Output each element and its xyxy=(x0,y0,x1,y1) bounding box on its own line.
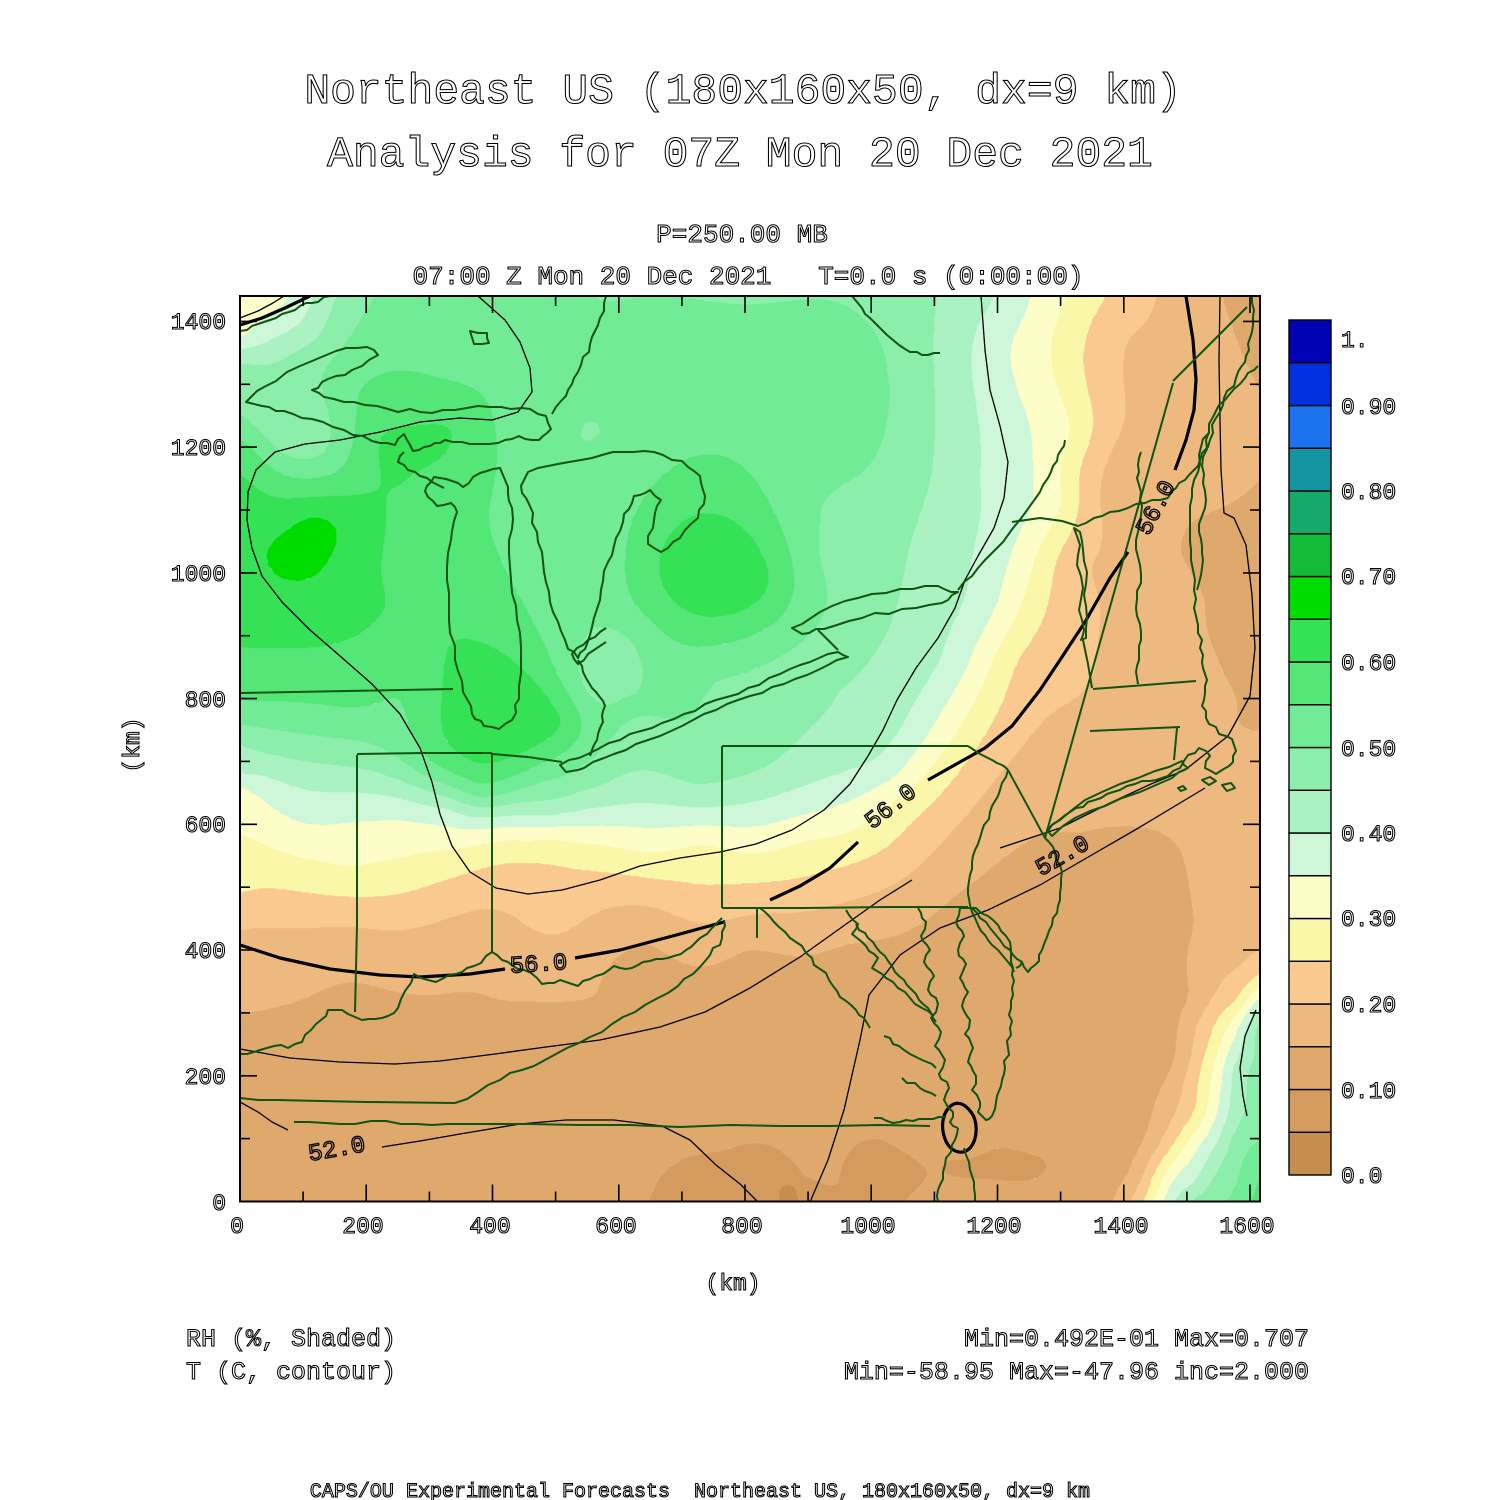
svg-text:1.: 1. xyxy=(1341,328,1369,354)
svg-text:Analysis for 07Z Mon 20 Dec 20: Analysis for 07Z Mon 20 Dec 2021 xyxy=(327,130,1153,179)
svg-text:0.30: 0.30 xyxy=(1341,907,1396,933)
svg-text:200: 200 xyxy=(342,1214,383,1240)
svg-text:(km): (km) xyxy=(120,717,146,772)
svg-text:Min=0.492E-01 Max=0.707: Min=0.492E-01 Max=0.707 xyxy=(964,1325,1309,1354)
svg-text:0.40: 0.40 xyxy=(1341,822,1396,848)
svg-text:600: 600 xyxy=(185,813,226,839)
svg-text:0.70: 0.70 xyxy=(1341,565,1396,591)
svg-text:07:00 Z Mon 20 Dec 2021 T=0.: 07:00 Z Mon 20 Dec 2021 T=0.0 s (0:00:00… xyxy=(413,262,1084,292)
svg-text:0.0: 0.0 xyxy=(1341,1164,1382,1190)
svg-text:0.60: 0.60 xyxy=(1341,651,1396,677)
svg-text:T (C, contour): T (C, contour) xyxy=(186,1358,396,1387)
svg-text:RH (%, Shaded): RH (%, Shaded) xyxy=(186,1325,396,1354)
svg-text:P=250.00 MB: P=250.00 MB xyxy=(656,220,828,250)
svg-text:0: 0 xyxy=(212,1191,226,1217)
svg-text:800: 800 xyxy=(185,688,226,714)
svg-text:1200: 1200 xyxy=(966,1214,1021,1240)
svg-text:1400: 1400 xyxy=(1093,1214,1148,1240)
svg-text:Min=-58.95 Max=-47.96 inc=2.00: Min=-58.95 Max=-47.96 inc=2.000 xyxy=(844,1358,1309,1387)
svg-text:600: 600 xyxy=(595,1214,636,1240)
svg-text:400: 400 xyxy=(185,939,226,965)
svg-text:0.50: 0.50 xyxy=(1341,737,1396,763)
svg-text:1600: 1600 xyxy=(1219,1214,1274,1240)
svg-text:1200: 1200 xyxy=(171,436,226,462)
svg-text:0: 0 xyxy=(230,1214,244,1240)
svg-text:200: 200 xyxy=(185,1065,226,1091)
svg-text:0.20: 0.20 xyxy=(1341,993,1396,1019)
svg-text:0.80: 0.80 xyxy=(1341,480,1396,506)
svg-text:400: 400 xyxy=(469,1214,510,1240)
svg-text:CAPS/OU Experimental Forecasts: CAPS/OU Experimental Forecasts Northeast… xyxy=(310,1481,1090,1500)
svg-text:Northeast US (180x160x50, dx=9: Northeast US (180x160x50, dx=9 km) xyxy=(304,67,1181,116)
svg-text:0.90: 0.90 xyxy=(1341,395,1396,421)
svg-text:0.10: 0.10 xyxy=(1341,1079,1396,1105)
svg-text:56.0: 56.0 xyxy=(509,950,568,981)
svg-text:1000: 1000 xyxy=(171,562,226,588)
svg-text:800: 800 xyxy=(721,1214,762,1240)
svg-text:1400: 1400 xyxy=(171,310,226,336)
svg-text:1000: 1000 xyxy=(840,1214,895,1240)
svg-text:(km): (km) xyxy=(705,1271,760,1297)
